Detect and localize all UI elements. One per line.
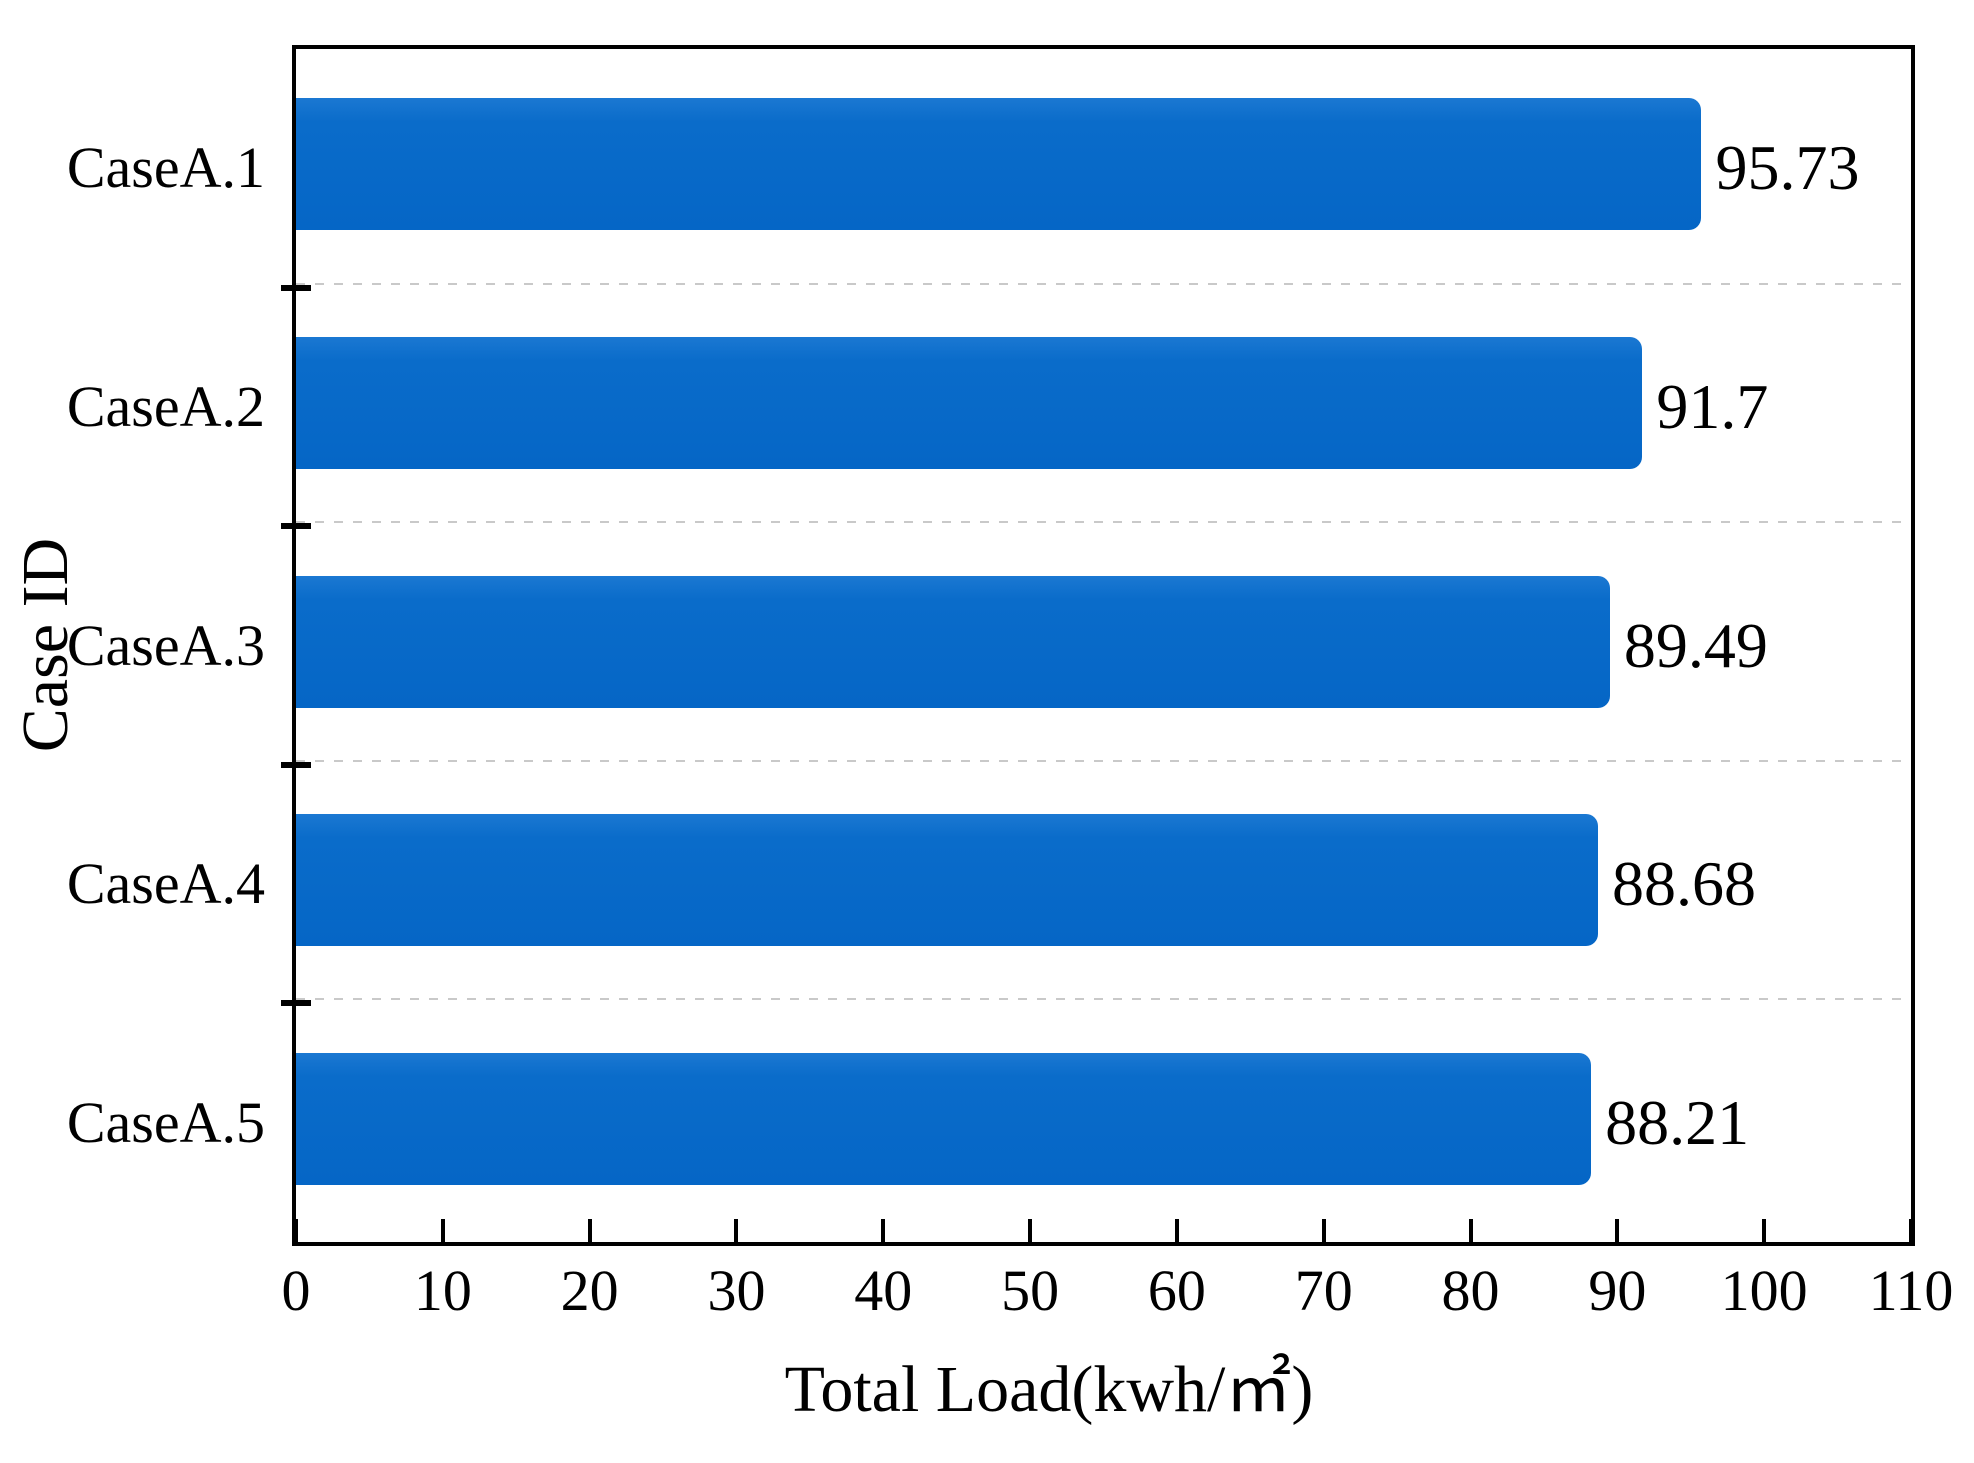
x-axis-tick-mark: [587, 1219, 592, 1242]
bar-CaseA.3: [296, 575, 1610, 708]
bar-value-label: 91.7: [1656, 370, 1769, 442]
x-tick-label: 0: [281, 1258, 311, 1323]
y-axis-tick-mark: [281, 523, 311, 530]
y-category-label: CaseA.3: [66, 612, 265, 678]
x-axis-tick-mark: [440, 1219, 445, 1242]
x-tick-label: 40: [854, 1258, 913, 1323]
x-axis-tick-mark: [1909, 1219, 1913, 1242]
category-boundary-gridline: [296, 521, 1911, 524]
x-axis-tick-mark: [1615, 1219, 1620, 1242]
x-tick-label: 50: [1001, 1258, 1060, 1323]
category-boundary-gridline: [296, 998, 1911, 1001]
x-axis-tick-mark: [1174, 1219, 1179, 1242]
x-tick-label: 80: [1441, 1258, 1500, 1323]
x-axis-tick-mark: [1468, 1219, 1473, 1242]
x-axis-tick-mark: [1321, 1219, 1326, 1242]
x-axis-tick-mark: [734, 1219, 739, 1242]
bar-CaseA.2: [296, 336, 1643, 469]
y-axis-tick-mark: [281, 284, 311, 291]
x-axis-tick-mark: [881, 1219, 886, 1242]
category-boundary-gridline: [296, 282, 1911, 285]
y-category-label: CaseA.5: [66, 1089, 265, 1155]
y-axis-tick-mark: [281, 1000, 311, 1007]
bar-CaseA.1: [296, 98, 1702, 231]
x-axis-title: Total Load(kwh/㎡): [0, 1352, 1974, 1428]
bar-value-label: 88.21: [1605, 1086, 1750, 1158]
category-boundary-gridline: [296, 759, 1911, 762]
x-tick-label: 20: [560, 1258, 619, 1323]
plot-area: [292, 45, 1915, 1246]
y-category-label: CaseA.4: [66, 851, 265, 917]
y-category-label: CaseA.1: [66, 135, 265, 201]
x-tick-label: 10: [413, 1258, 472, 1323]
x-tick-label: 60: [1147, 1258, 1206, 1323]
x-axis-tick-mark: [1028, 1219, 1033, 1242]
x-tick-label: 30: [707, 1258, 766, 1323]
bar-value-label: 89.49: [1623, 609, 1768, 681]
x-tick-label: 90: [1588, 1258, 1647, 1323]
x-axis-tick-mark: [294, 1219, 298, 1242]
y-axis-tick-mark: [281, 761, 311, 768]
bar-CaseA.4: [296, 814, 1598, 947]
x-tick-label: 110: [1868, 1258, 1954, 1323]
x-tick-label: 70: [1294, 1258, 1353, 1323]
bar-CaseA.5: [296, 1052, 1592, 1185]
y-axis-title: Case ID: [9, 537, 82, 753]
x-tick-label: 100: [1720, 1258, 1808, 1323]
x-axis-title-text: Total Load(kwh/㎡): [784, 1353, 1314, 1426]
x-axis-tick-mark: [1762, 1219, 1767, 1242]
y-category-label: CaseA.2: [66, 373, 265, 439]
bar-value-label: 88.68: [1611, 848, 1756, 920]
bar-value-label: 95.73: [1715, 132, 1860, 204]
